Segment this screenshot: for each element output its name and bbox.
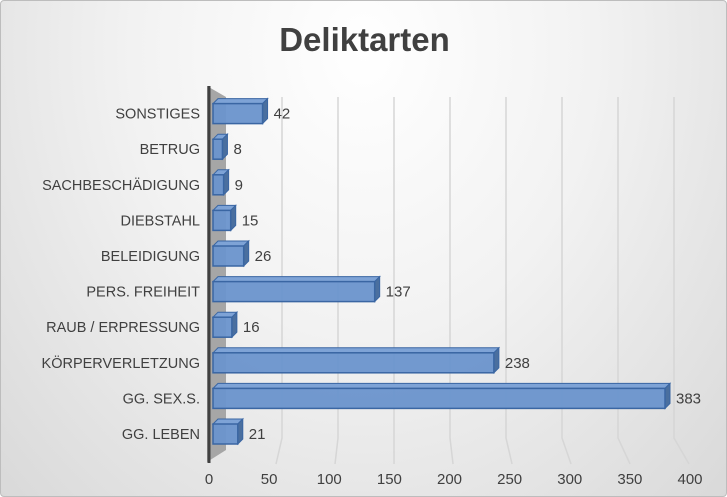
bar	[212, 245, 245, 267]
bar-group	[211, 132, 229, 161]
bar	[212, 102, 264, 125]
data-label: 238	[505, 355, 530, 372]
category-label: BELEIDIGUNG	[101, 249, 200, 265]
gridline	[334, 97, 339, 465]
gridline	[505, 97, 513, 465]
data-label: 9	[235, 177, 243, 194]
x-tick-label: 200	[437, 471, 462, 488]
bar-group	[211, 97, 269, 125]
x-tick-label: 150	[377, 471, 402, 488]
gridline	[561, 97, 572, 465]
bar	[212, 316, 233, 338]
x-tick-label: 0	[205, 471, 213, 488]
data-label: 42	[274, 106, 291, 123]
gridline	[275, 97, 283, 465]
category-label: KÖRPERVERLETZUNG	[42, 354, 200, 372]
chart-title: Deliktarten	[279, 21, 450, 58]
gridline	[673, 97, 690, 465]
bar	[212, 280, 376, 303]
bar-side	[223, 168, 230, 197]
x-tick-label: 50	[261, 471, 278, 488]
bar	[212, 387, 666, 410]
bar-group	[211, 275, 381, 303]
category-label: GG. LEBEN	[122, 427, 200, 443]
data-label: 8	[233, 141, 241, 158]
data-label: 383	[676, 390, 701, 407]
x-tick-label: 300	[557, 471, 582, 488]
category-label: DIEBSTAHL	[120, 213, 200, 229]
category-label: RAUB / ERPRESSUNG	[46, 320, 200, 336]
category-label: SONSTIGES	[115, 107, 200, 123]
data-label: 16	[243, 319, 260, 336]
bar	[212, 352, 495, 374]
category-label: BETRUG	[140, 142, 200, 158]
bar-group	[211, 346, 501, 375]
bar-side	[237, 417, 244, 446]
gridline	[449, 97, 454, 465]
bar-group	[211, 310, 239, 339]
x-tick-label: 250	[497, 471, 522, 488]
x-tick-label: 400	[677, 471, 702, 488]
data-label: 15	[242, 212, 259, 229]
bar-group	[211, 417, 244, 446]
bar	[212, 209, 232, 232]
gridline	[617, 97, 631, 465]
bar	[212, 423, 239, 445]
bar-group	[211, 168, 230, 197]
bar-side	[262, 97, 269, 125]
bar	[212, 174, 225, 196]
x-tick-label: 350	[617, 471, 642, 488]
data-label: 26	[255, 248, 272, 265]
x-tick-label: 100	[317, 471, 342, 488]
category-label: PERS. FREIHEIT	[86, 285, 200, 301]
data-label: 137	[386, 284, 411, 301]
bar-group	[211, 204, 237, 232]
data-label: 21	[249, 426, 266, 443]
category-label: SACHBESCHÄDIGUNG	[42, 177, 200, 194]
bar-group	[211, 382, 672, 410]
category-label: GG. SEX.S.	[123, 391, 200, 407]
bar	[212, 138, 224, 160]
bar-group	[211, 239, 250, 268]
